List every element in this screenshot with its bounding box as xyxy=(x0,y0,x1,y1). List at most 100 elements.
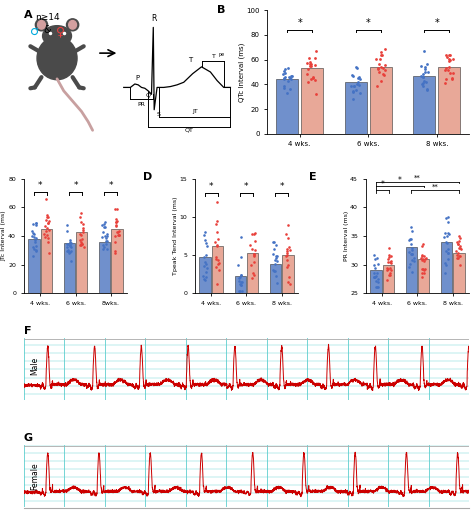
Bar xyxy=(283,255,293,293)
Point xyxy=(285,73,293,81)
Point xyxy=(30,233,37,242)
Point xyxy=(32,219,40,227)
Point xyxy=(418,62,425,70)
Point xyxy=(76,241,84,249)
Point xyxy=(421,255,428,263)
Point xyxy=(371,273,378,282)
Point xyxy=(199,272,207,280)
Point xyxy=(405,248,413,256)
Point xyxy=(375,68,383,76)
Point xyxy=(420,252,428,261)
Point xyxy=(114,228,122,236)
Point xyxy=(386,264,394,272)
Point xyxy=(270,250,277,258)
Point xyxy=(99,233,106,241)
Point xyxy=(113,228,120,236)
Point xyxy=(409,250,416,258)
Point xyxy=(379,70,387,78)
Point xyxy=(421,63,428,71)
Text: **: ** xyxy=(432,183,438,189)
Point xyxy=(386,269,394,278)
Point xyxy=(113,204,120,212)
Point xyxy=(442,51,450,59)
Point xyxy=(78,241,85,249)
Point xyxy=(283,249,291,257)
Point xyxy=(249,269,257,278)
Point xyxy=(407,236,415,244)
Point xyxy=(64,246,72,254)
Text: T: T xyxy=(212,54,216,59)
Point xyxy=(374,260,382,268)
Point xyxy=(66,241,74,249)
Point xyxy=(237,278,245,286)
Point xyxy=(45,233,52,242)
Point xyxy=(112,218,120,226)
Point xyxy=(111,247,119,255)
Point xyxy=(385,250,393,259)
Text: *: * xyxy=(279,182,284,191)
Point xyxy=(81,243,88,251)
Point xyxy=(371,273,378,282)
Point xyxy=(77,231,84,239)
Point xyxy=(112,205,119,214)
Point xyxy=(387,252,395,260)
Text: *: * xyxy=(398,176,402,185)
Point xyxy=(409,249,416,258)
Point xyxy=(456,244,464,252)
Point xyxy=(213,198,221,206)
Point xyxy=(273,252,281,261)
Point xyxy=(67,242,74,250)
Point xyxy=(311,76,319,84)
Point xyxy=(101,218,109,226)
Point xyxy=(405,263,413,271)
Point xyxy=(44,224,51,232)
Point xyxy=(102,240,109,248)
Point xyxy=(283,257,291,265)
Point xyxy=(386,258,393,266)
Point xyxy=(383,276,391,284)
Point xyxy=(408,250,415,258)
Point xyxy=(373,254,381,262)
Point xyxy=(287,72,295,80)
Point xyxy=(41,230,48,239)
Point xyxy=(442,262,450,270)
Point xyxy=(284,278,292,286)
Point xyxy=(32,219,40,227)
Text: B: B xyxy=(217,5,225,15)
Point xyxy=(312,90,320,98)
Point xyxy=(419,78,427,87)
Text: G: G xyxy=(24,433,33,443)
Point xyxy=(115,231,123,239)
Point xyxy=(31,244,38,252)
Point xyxy=(457,245,465,253)
Point xyxy=(445,248,452,257)
Bar xyxy=(383,265,394,436)
Point xyxy=(29,229,36,238)
Bar xyxy=(405,247,417,436)
Point xyxy=(201,228,209,237)
Point xyxy=(384,265,392,273)
Point xyxy=(215,265,222,273)
Point xyxy=(454,240,462,248)
Point xyxy=(111,232,118,240)
Bar xyxy=(41,229,52,293)
Point xyxy=(309,74,317,82)
Point xyxy=(456,237,463,245)
Point xyxy=(29,252,37,260)
Point xyxy=(307,61,315,70)
Y-axis label: JTc Interval (ms): JTc Interval (ms) xyxy=(2,210,7,261)
Point xyxy=(246,241,254,249)
Point xyxy=(43,231,51,239)
Point xyxy=(77,238,84,246)
Point xyxy=(419,240,427,248)
Point xyxy=(419,251,426,260)
Point xyxy=(372,283,380,291)
Point xyxy=(33,246,40,254)
Point xyxy=(112,215,120,223)
Point xyxy=(287,74,294,82)
Point xyxy=(201,236,208,244)
Point xyxy=(456,244,463,252)
Point xyxy=(284,261,292,269)
Point xyxy=(304,78,312,87)
Point xyxy=(28,232,36,240)
